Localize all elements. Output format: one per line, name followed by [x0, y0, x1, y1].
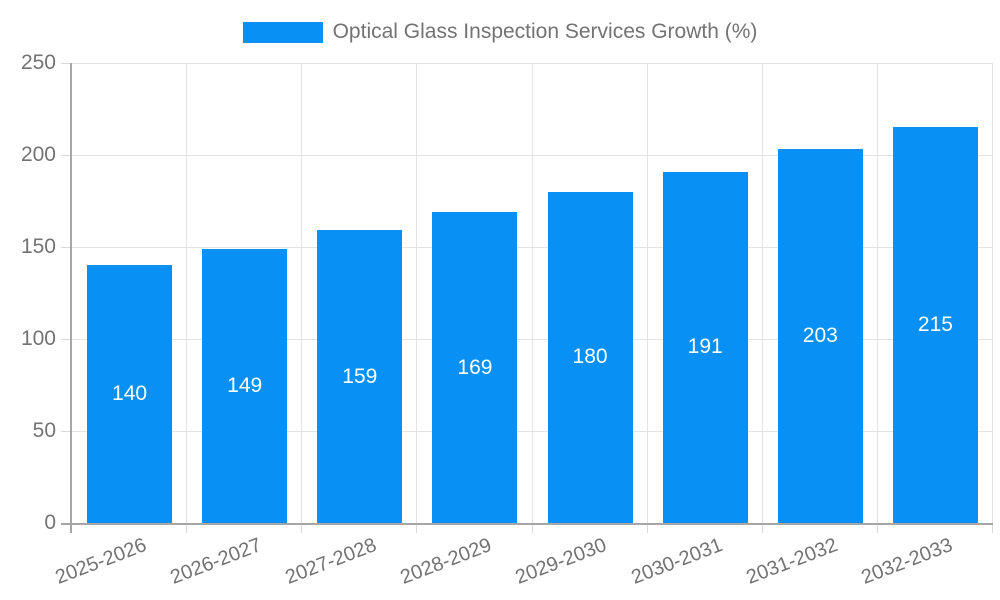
x-tick-mark: [186, 525, 188, 533]
bar-value-label: 191: [687, 335, 723, 359]
x-gridline: [761, 63, 763, 523]
y-gridline: [72, 247, 993, 248]
x-tick-mark: [531, 525, 533, 533]
y-gridline: [72, 431, 993, 432]
bar-value-label: 149: [227, 373, 263, 397]
y-tick-label: 0: [44, 511, 56, 534]
x-gridline: [531, 63, 533, 523]
bar-value-label: 203: [802, 324, 838, 348]
y-gridline: [72, 155, 993, 156]
y-tick-label: 100: [20, 327, 56, 350]
y-tick-mark: [61, 339, 70, 340]
x-tick-label: 2029-2030: [512, 534, 610, 589]
y-tick-mark: [61, 155, 70, 156]
x-gridline: [992, 63, 993, 523]
legend-item[interactable]: Optical Glass Inspection Services Growth…: [242, 20, 758, 44]
bar: 140: [87, 265, 173, 523]
bar: 180: [547, 191, 633, 523]
legend: Optical Glass Inspection Services Growth…: [0, 20, 1000, 44]
legend-swatch-icon: [242, 21, 323, 43]
bar: 149: [202, 248, 288, 523]
x-tick-label: 2028-2029: [397, 534, 495, 589]
x-gridline: [301, 63, 303, 523]
y-tick-mark: [61, 523, 70, 525]
bar-value-label: 215: [917, 313, 953, 337]
bar: 191: [662, 171, 748, 523]
x-tick-mark: [761, 525, 763, 533]
x-gridline: [416, 63, 418, 523]
bar-value-label: 159: [342, 364, 378, 388]
bar-value-label: 169: [457, 355, 493, 379]
x-gridline: [646, 63, 648, 523]
y-gridline: [72, 63, 993, 64]
bar: 203: [777, 149, 863, 523]
x-tick-label: 2026-2027: [167, 534, 265, 589]
x-tick-mark: [70, 525, 72, 533]
x-tick-mark: [992, 525, 993, 533]
x-gridline: [876, 63, 878, 523]
x-tick-label: 2030-2031: [627, 534, 726, 589]
x-tick-label: 2031-2032: [743, 534, 841, 589]
bar: 159: [317, 230, 403, 523]
y-tick-label: 50: [32, 419, 56, 442]
y-tick-label: 150: [20, 235, 56, 258]
y-tick-mark: [61, 63, 70, 64]
bar: 215: [892, 127, 978, 523]
x-tick-label: 2025-2026: [52, 534, 150, 589]
bar-value-label: 140: [112, 382, 148, 406]
y-tick-label: 200: [20, 143, 56, 166]
plot-area: 140 149 159 169 180 191 203 215: [70, 63, 993, 525]
y-tick-mark: [61, 247, 70, 248]
y-gridline: [72, 339, 993, 340]
x-tick-mark: [301, 525, 303, 533]
x-tick-label: 2032-2033: [858, 534, 956, 589]
x-tick-label: 2027-2028: [282, 534, 380, 589]
legend-label: Optical Glass Inspection Services Growth…: [332, 20, 758, 43]
x-tick-mark: [646, 525, 648, 533]
bar-value-label: 180: [572, 345, 608, 369]
x-gridline: [186, 63, 188, 523]
bar: 169: [432, 212, 518, 523]
y-tick-label: 250: [20, 51, 56, 74]
y-tick-mark: [61, 431, 70, 432]
x-tick-mark: [876, 525, 878, 533]
x-tick-mark: [416, 525, 418, 533]
